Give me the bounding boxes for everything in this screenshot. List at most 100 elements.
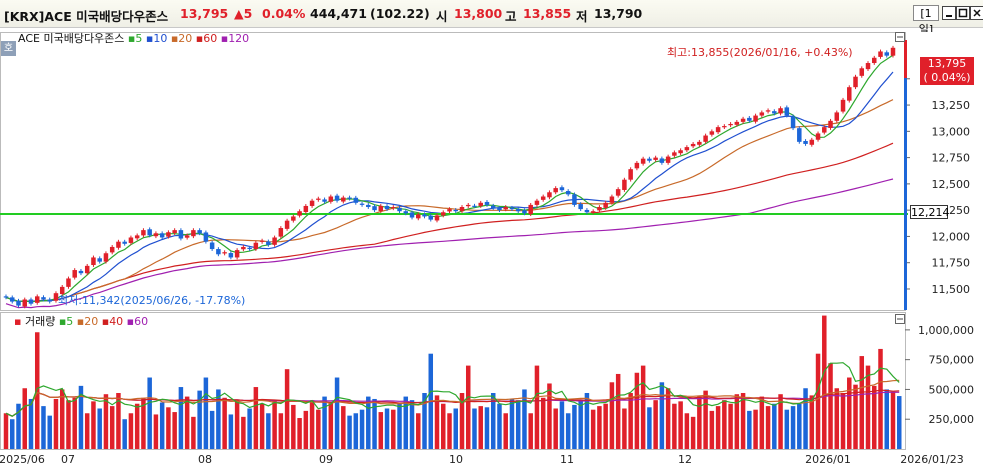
candle-body [553, 188, 558, 193]
candle-body [534, 200, 540, 205]
volume-bar [459, 393, 465, 449]
candle-body [422, 214, 427, 217]
volume-bar [859, 356, 865, 449]
volume-bar [203, 377, 209, 449]
candle-body [184, 235, 190, 238]
legend-stock-name: ACE 미국배당다우존스 [18, 32, 125, 45]
volume-bar [890, 391, 896, 449]
candle-body [328, 196, 334, 202]
volume-bar [222, 397, 227, 449]
candle-body [828, 120, 833, 128]
x-axis-label: 2025/06 [0, 453, 45, 466]
volume-bar [78, 385, 84, 449]
candle-body [59, 286, 65, 295]
candle-body [334, 195, 340, 201]
minimize-icon[interactable] [942, 6, 956, 20]
volume-bar [884, 389, 890, 449]
candle-body [753, 115, 758, 122]
volume-bar [653, 400, 658, 449]
candle-body [103, 253, 109, 262]
volume-bar [103, 394, 109, 449]
close-icon[interactable] [970, 6, 983, 20]
candle-body [372, 206, 377, 211]
candle-body [209, 242, 215, 250]
volume-bar [91, 401, 96, 449]
volume-bar [184, 396, 190, 449]
candle-body [684, 147, 690, 151]
volume-bar [9, 419, 15, 449]
price-change-pct: 0.04% [262, 6, 306, 21]
candle-body [647, 158, 652, 161]
price-tick-label: 11,750 [932, 257, 971, 270]
candle-body [590, 211, 596, 213]
volume-bar [278, 413, 284, 449]
stock-code-name[interactable]: [KRX]ACE 미국배당다우존스 [4, 9, 169, 24]
legend-ma60: 60 [203, 32, 218, 45]
candle-body [128, 237, 134, 243]
candle-body [740, 118, 746, 122]
legend-vma40: 40 [109, 315, 124, 328]
candle-body [28, 299, 34, 304]
volume-bar [53, 398, 59, 449]
side-tab-ho[interactable]: 호 [1, 41, 16, 56]
volume-bar [178, 387, 184, 449]
chart-area[interactable]: 13,50013,25013,00012,75012,50012,25012,0… [0, 28, 983, 466]
volume-bar [22, 388, 27, 449]
volume-bar [309, 400, 315, 449]
volume-ma20-line [5, 379, 900, 417]
volume-bar [272, 400, 277, 449]
candle-body [134, 235, 140, 239]
candle-body [172, 230, 177, 234]
candle-body [840, 99, 846, 112]
high-value: 13,855 [523, 6, 572, 21]
volume-bar [609, 382, 615, 449]
price-tick-label: 12,500 [932, 178, 971, 191]
volume-bar [790, 406, 796, 449]
volume-bar [690, 416, 696, 449]
candle-body [3, 296, 9, 298]
volume-bar [784, 409, 790, 449]
candle-body [690, 143, 696, 147]
low-value: 13,790 [594, 6, 643, 21]
volume-bar [122, 419, 127, 449]
current-position-bar-top [904, 40, 907, 78]
volume-bar [747, 410, 752, 449]
volume-bar [728, 403, 733, 449]
volume-bar [672, 403, 677, 449]
legend-vma20: 20 [84, 315, 99, 328]
candle-body [16, 300, 21, 306]
candle-body [884, 52, 890, 56]
candle-body [872, 57, 877, 64]
candle-body [397, 207, 402, 212]
volume-bar [703, 390, 708, 449]
volume-bar [291, 404, 296, 449]
candle-body [615, 189, 621, 196]
volume-panel-settings-icon[interactable] [895, 314, 905, 324]
volume-bar [234, 400, 240, 449]
volume-bar [422, 393, 427, 449]
volume-bar [547, 383, 552, 449]
price-tick-label: 11,500 [932, 283, 971, 296]
volume-bar [378, 412, 384, 449]
candle-body [41, 297, 46, 300]
candle-body [759, 112, 765, 116]
candle-body [803, 141, 808, 144]
volume-bar [166, 407, 171, 449]
candle-body [9, 297, 15, 302]
title-bar: [KRX]ACE 미국배당다우존스 13,795 ▲5 0.04% 444,47… [0, 0, 983, 36]
volume-bar [16, 403, 21, 449]
period-selector[interactable]: [1일] [913, 5, 939, 36]
panel-settings-icon[interactable] [895, 32, 905, 42]
volume-bar [834, 388, 840, 449]
legend-vma60: 60 [134, 315, 149, 328]
volume-bar [266, 413, 271, 449]
candle-body [765, 110, 771, 112]
volume-bar [41, 406, 46, 449]
maximize-icon[interactable] [956, 6, 970, 20]
candle-body [116, 241, 121, 248]
volume-bar [159, 402, 165, 449]
volume-bar [559, 401, 565, 449]
volume-bar [228, 414, 234, 449]
volume-bar [765, 406, 771, 449]
candle-body [815, 133, 821, 140]
